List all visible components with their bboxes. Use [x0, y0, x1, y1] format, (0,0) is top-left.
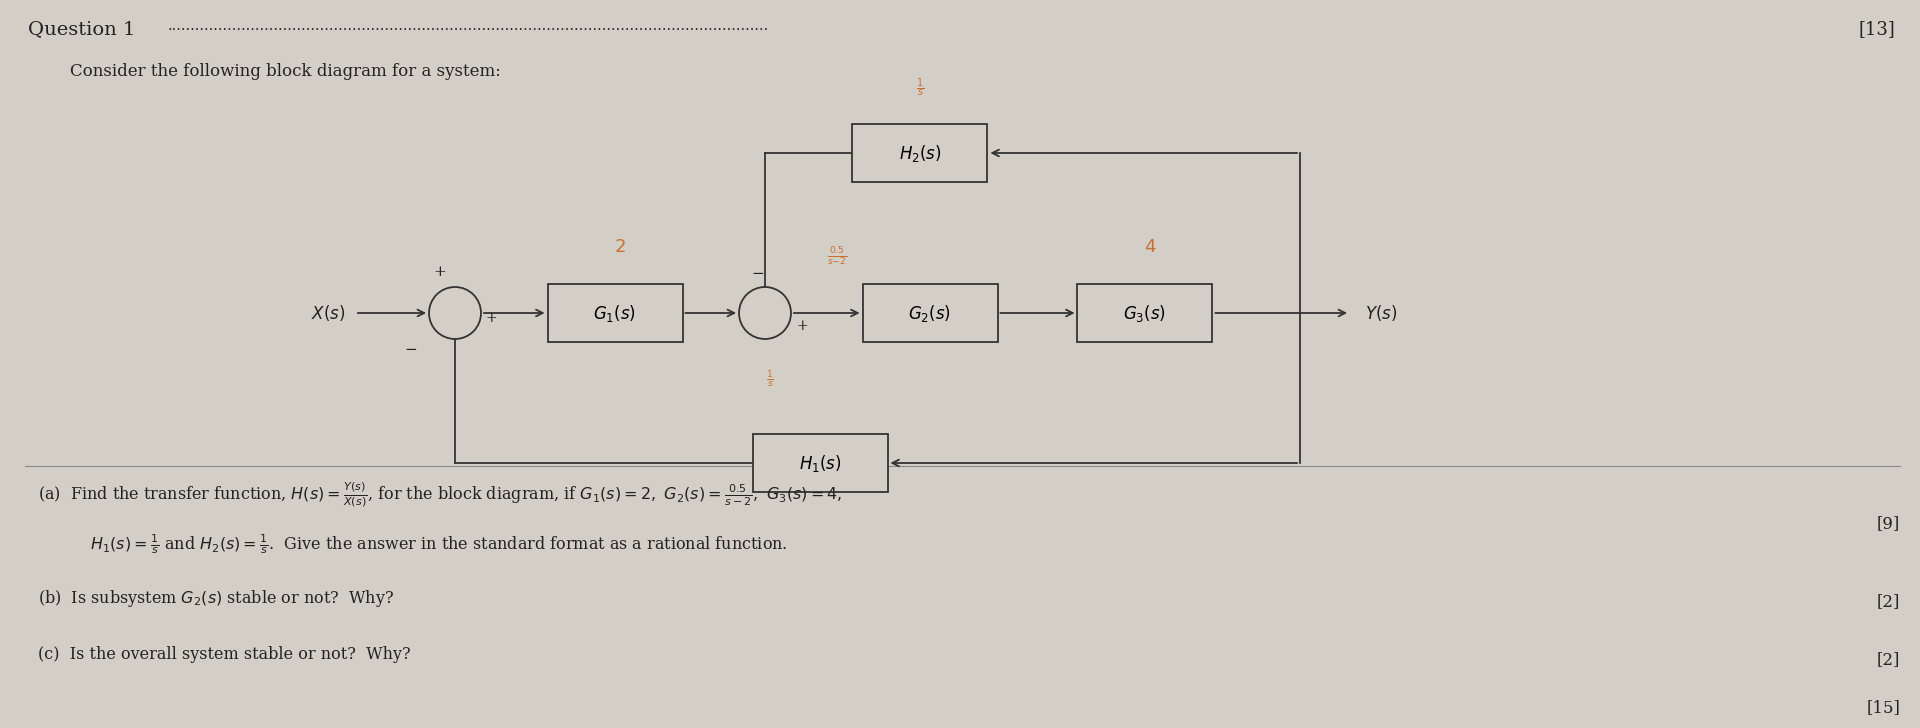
- Text: (c)  Is the overall system stable or not?  Why?: (c) Is the overall system stable or not?…: [38, 646, 411, 663]
- Text: $G_2(s)$: $G_2(s)$: [908, 303, 952, 323]
- Text: $G_3(s)$: $G_3(s)$: [1123, 303, 1167, 323]
- Text: (b)  Is subsystem $G_2(s)$ stable or not?  Why?: (b) Is subsystem $G_2(s)$ stable or not?…: [38, 588, 394, 609]
- FancyBboxPatch shape: [852, 124, 987, 182]
- Text: $H_2(s)$: $H_2(s)$: [899, 143, 941, 164]
- FancyBboxPatch shape: [753, 434, 887, 492]
- Text: [2]: [2]: [1876, 651, 1901, 668]
- Text: $4$: $4$: [1144, 238, 1156, 256]
- Text: +: +: [434, 265, 445, 279]
- FancyBboxPatch shape: [1077, 284, 1213, 342]
- Text: $2$: $2$: [614, 238, 626, 256]
- FancyBboxPatch shape: [547, 284, 682, 342]
- Text: +: +: [797, 319, 808, 333]
- Text: $-$: $-$: [405, 341, 417, 355]
- Text: [2]: [2]: [1876, 593, 1901, 610]
- Text: [13]: [13]: [1859, 20, 1895, 38]
- Text: [15]: [15]: [1866, 699, 1901, 716]
- Text: (a)  Find the transfer function, $H(s) = \frac{Y(s)}{X(s)}$, for the block diagr: (a) Find the transfer function, $H(s) = …: [38, 480, 843, 509]
- Text: $H_1(s) = \frac{1}{s}$ and $H_2(s) = \frac{1}{s}$.  Give the answer in the stand: $H_1(s) = \frac{1}{s}$ and $H_2(s) = \fr…: [90, 532, 787, 555]
- Text: $H_1(s)$: $H_1(s)$: [799, 453, 841, 473]
- Text: Question 1: Question 1: [29, 20, 136, 38]
- Text: $Y(s)$: $Y(s)$: [1365, 303, 1398, 323]
- Text: $X(s)$: $X(s)$: [311, 303, 346, 323]
- Text: ................................................................................: ........................................…: [169, 19, 770, 33]
- Text: $G_1(s)$: $G_1(s)$: [593, 303, 637, 323]
- Circle shape: [428, 287, 482, 339]
- Circle shape: [739, 287, 791, 339]
- Text: +: +: [486, 311, 497, 325]
- Text: $\frac{0.5}{s{-}2}$: $\frac{0.5}{s{-}2}$: [828, 246, 849, 268]
- FancyBboxPatch shape: [862, 284, 998, 342]
- Text: $-$: $-$: [751, 265, 764, 279]
- Text: Consider the following block diagram for a system:: Consider the following block diagram for…: [69, 63, 501, 80]
- Text: $\frac{1}{s}$: $\frac{1}{s}$: [916, 76, 924, 99]
- Text: [9]: [9]: [1876, 515, 1901, 532]
- Text: $\frac{1}{s}$: $\frac{1}{s}$: [766, 368, 774, 389]
